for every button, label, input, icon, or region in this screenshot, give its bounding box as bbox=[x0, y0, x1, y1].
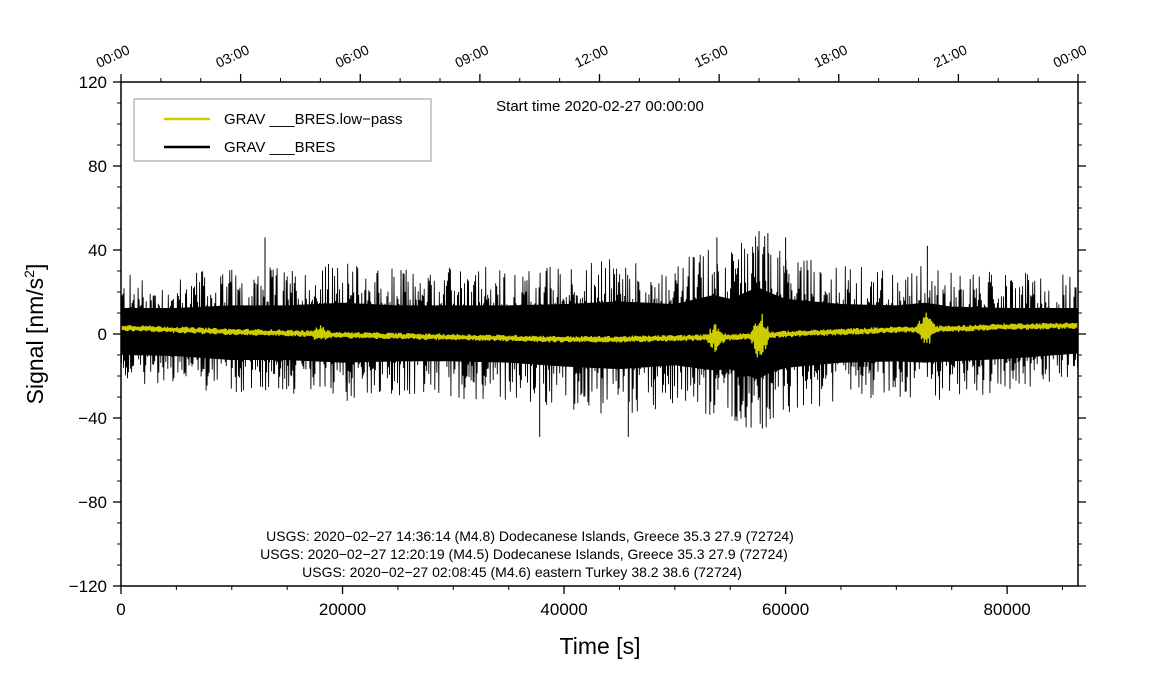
top-time-label: 15:00 bbox=[692, 41, 731, 70]
top-time-label: 06:00 bbox=[333, 41, 372, 70]
y-tick-label: 40 bbox=[88, 241, 107, 260]
top-time-label: 03:00 bbox=[213, 41, 252, 70]
top-time-axis: 00:00 03:00 06:00 09:00 12:00 15:00 18:00 21:00… bbox=[94, 41, 1090, 70]
y-tick-label: −40 bbox=[78, 409, 107, 428]
legend-label-raw: GRAV ___BRES bbox=[224, 139, 335, 156]
y-tick-label: 120 bbox=[79, 73, 107, 92]
raw-signal-core bbox=[121, 287, 1078, 380]
top-time-label: 00:00 bbox=[1051, 41, 1090, 70]
y-axis-title-sup: 2 bbox=[21, 270, 37, 278]
y-axis-title-tail: ] bbox=[22, 264, 48, 270]
y-tick-labels: 120 80 40 0 −40 −80 −120 bbox=[69, 73, 107, 596]
event-annotations: USGS: 2020−02−27 14:36:14 (M4.8) Dodecan… bbox=[260, 528, 794, 580]
y-axis-title: Signal [nm/s2] bbox=[21, 264, 48, 405]
legend-box bbox=[133, 98, 432, 162]
lowpass-signal-series bbox=[121, 312, 1078, 358]
y-tick-label: 80 bbox=[88, 157, 107, 176]
top-time-label: 18:00 bbox=[811, 41, 850, 70]
legend: GRAV ___BRES.low−pass GRAV ___BRES bbox=[133, 98, 432, 162]
top-time-label: 21:00 bbox=[931, 41, 970, 70]
y-axis-title-main: Signal [nm/s bbox=[22, 278, 48, 405]
top-time-label: 12:00 bbox=[572, 41, 611, 70]
legend-label-lowpass: GRAV ___BRES.low−pass bbox=[224, 111, 403, 128]
start-time-note: Start time 2020-02-27 00:00:00 bbox=[496, 98, 704, 115]
x-tick-label: 80000 bbox=[983, 600, 1030, 619]
y-tick-label: −120 bbox=[69, 577, 107, 596]
x-tick-label: 20000 bbox=[319, 600, 366, 619]
top-time-label: 09:00 bbox=[452, 41, 491, 70]
top-time-label: 00:00 bbox=[94, 41, 133, 70]
axis-ticks bbox=[113, 74, 1086, 594]
event-annotation: USGS: 2020−02−27 12:20:19 (M4.5) Dodecan… bbox=[260, 546, 788, 562]
event-annotation: USGS: 2020−02−27 14:36:14 (M4.8) Dodecan… bbox=[266, 528, 794, 544]
x-tick-label: 0 bbox=[116, 600, 125, 619]
x-tick-label: 60000 bbox=[762, 600, 809, 619]
x-tick-label: 40000 bbox=[540, 600, 587, 619]
event-annotation: USGS: 2020−02−27 02:08:45 (M4.6) eastern… bbox=[302, 564, 742, 580]
x-axis-title: Time [s] bbox=[560, 633, 641, 659]
y-tick-label: −80 bbox=[78, 493, 107, 512]
x-tick-labels: 0 20000 40000 60000 80000 bbox=[116, 600, 1030, 619]
lowpass-signal-trace bbox=[121, 312, 1078, 358]
y-tick-label: 0 bbox=[98, 325, 107, 344]
raw-signal-series bbox=[121, 231, 1078, 437]
plot-area bbox=[121, 231, 1078, 437]
